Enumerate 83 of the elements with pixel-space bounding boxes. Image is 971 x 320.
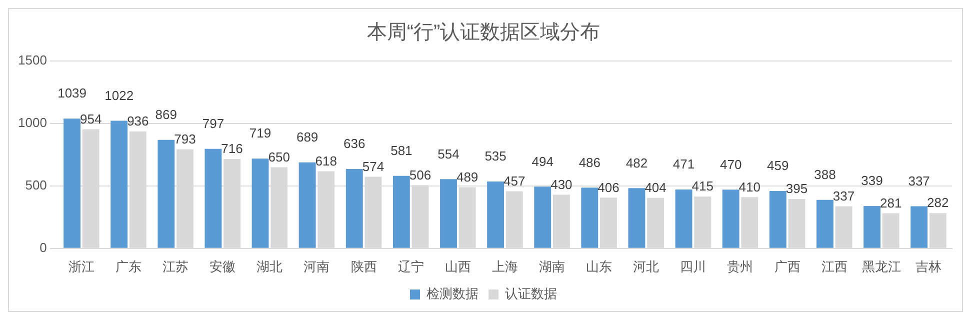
x-tick-label: 浙江 bbox=[68, 258, 94, 274]
data-label: 489 bbox=[456, 169, 478, 184]
data-label: 797 bbox=[202, 116, 224, 131]
data-label: 954 bbox=[80, 111, 102, 126]
data-label: 404 bbox=[644, 180, 666, 196]
data-label: 486 bbox=[578, 154, 601, 170]
y-tick-label: 1500 bbox=[18, 52, 47, 68]
x-tick-label: 贵州 bbox=[727, 258, 754, 274]
x-tick-label: 河北 bbox=[633, 258, 660, 274]
x-tick-label: 黑龙江 bbox=[862, 258, 901, 274]
bar bbox=[816, 200, 834, 248]
x-tick-label: 山西 bbox=[444, 258, 471, 274]
data-label: 581 bbox=[390, 142, 412, 158]
bar bbox=[204, 148, 222, 248]
legend-label: 认证数据 bbox=[505, 286, 557, 302]
legend-label: 检测数据 bbox=[426, 286, 478, 302]
bar bbox=[298, 162, 316, 248]
x-tick-label: 河南 bbox=[304, 258, 330, 274]
data-label: 459 bbox=[767, 158, 789, 174]
data-label: 506 bbox=[409, 167, 432, 182]
x-tick-label: 广东 bbox=[116, 258, 142, 274]
bar bbox=[346, 168, 363, 248]
data-label: 1022 bbox=[104, 88, 134, 103]
data-label: 793 bbox=[174, 131, 196, 146]
y-tick-label: 1000 bbox=[18, 115, 47, 130]
data-label: 337 bbox=[832, 188, 855, 204]
x-tick-label: 江苏 bbox=[162, 258, 189, 274]
data-label: 339 bbox=[861, 173, 883, 188]
x-tick-label: 广西 bbox=[774, 258, 800, 274]
data-label: 470 bbox=[720, 156, 742, 172]
data-label: 471 bbox=[672, 156, 695, 172]
bar bbox=[252, 158, 269, 248]
bar bbox=[158, 140, 175, 248]
data-label: 618 bbox=[315, 153, 337, 168]
bar bbox=[628, 188, 646, 248]
bar bbox=[392, 176, 410, 248]
data-label: 689 bbox=[296, 129, 318, 144]
data-label: 388 bbox=[814, 167, 836, 182]
data-label: 650 bbox=[268, 149, 290, 164]
x-tick-label: 吉林 bbox=[915, 258, 942, 274]
bar bbox=[64, 118, 81, 248]
x-tick-label: 山东 bbox=[586, 258, 612, 274]
data-label: 430 bbox=[550, 176, 572, 192]
data-label: 636 bbox=[344, 136, 366, 152]
bar bbox=[910, 206, 928, 248]
bar bbox=[110, 120, 128, 248]
bar bbox=[864, 206, 880, 248]
data-label: 457 bbox=[504, 173, 526, 188]
x-tick-label: 江西 bbox=[821, 258, 848, 274]
bar bbox=[440, 179, 457, 248]
x-tick-label: 上海 bbox=[492, 258, 518, 274]
chart-title: 本周“行”认证数据区域分布 bbox=[366, 22, 600, 44]
x-tick-label: 安徽 bbox=[210, 258, 236, 274]
y-tick-label: 0 bbox=[40, 240, 47, 255]
data-label: 410 bbox=[738, 179, 761, 194]
bar bbox=[581, 188, 598, 248]
data-label: 535 bbox=[484, 148, 506, 164]
data-label: 716 bbox=[221, 141, 243, 156]
data-label: 395 bbox=[786, 181, 808, 196]
data-label: 1039 bbox=[58, 86, 86, 101]
data-label: 494 bbox=[532, 154, 554, 169]
x-tick-label: 陕西 bbox=[350, 258, 377, 274]
data-label: 482 bbox=[626, 155, 648, 170]
data-label: 282 bbox=[927, 195, 949, 210]
x-tick-label: 四川 bbox=[680, 258, 706, 274]
data-label: 554 bbox=[438, 146, 460, 162]
data-label: 574 bbox=[362, 158, 384, 174]
data-label: 869 bbox=[155, 106, 177, 122]
bar bbox=[722, 190, 740, 248]
data-label: 337 bbox=[908, 173, 930, 188]
data-label: 281 bbox=[880, 195, 902, 210]
x-tick-label: 湖北 bbox=[256, 258, 283, 274]
data-label: 936 bbox=[127, 114, 149, 129]
data-label: 415 bbox=[692, 178, 714, 194]
data-label: 406 bbox=[598, 180, 620, 195]
bar bbox=[534, 186, 552, 248]
y-tick-label: 500 bbox=[25, 178, 47, 193]
x-tick-label: 辽宁 bbox=[398, 258, 424, 274]
bar bbox=[675, 190, 692, 248]
bar bbox=[769, 191, 786, 248]
data-label: 719 bbox=[249, 126, 272, 141]
bar bbox=[487, 182, 504, 248]
x-tick-label: 湖南 bbox=[539, 258, 566, 274]
